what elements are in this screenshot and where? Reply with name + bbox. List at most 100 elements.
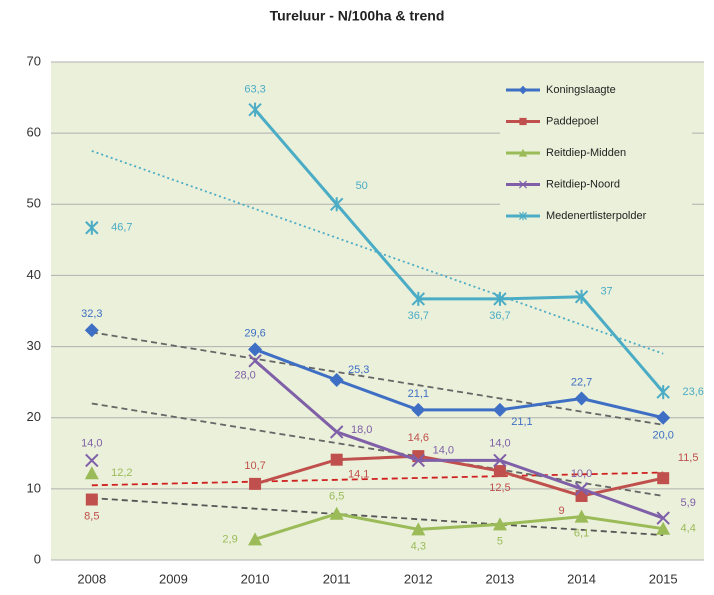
x-tick-label: 2010 <box>241 571 270 586</box>
data-label: 63,3 <box>244 84 265 96</box>
data-label: 4,3 <box>411 540 426 552</box>
y-tick-label: 40 <box>27 267 41 282</box>
series-line <box>253 108 665 394</box>
data-point <box>574 482 589 496</box>
legend-label: Koningslaagte <box>546 84 616 96</box>
data-label: 4,4 <box>681 523 696 535</box>
y-tick-label: 10 <box>27 480 41 495</box>
data-point <box>656 410 671 425</box>
data-point <box>493 291 507 306</box>
data-point <box>329 506 344 520</box>
data-point <box>656 511 670 525</box>
data-point <box>249 477 262 490</box>
legend-label: Medenertlisterpolder <box>546 210 647 222</box>
trend-line <box>91 150 664 355</box>
series-line <box>254 512 664 541</box>
y-tick-label: 50 <box>27 196 41 211</box>
data-point <box>411 402 426 417</box>
data-point <box>84 466 99 480</box>
series-line <box>254 348 664 420</box>
trend-line <box>91 402 664 497</box>
legend-label: Reitdiep-Noord <box>546 178 620 190</box>
data-point <box>248 102 262 117</box>
y-tick-label: 0 <box>34 551 41 566</box>
data-label: 32,3 <box>81 308 102 320</box>
x-tick-label: 2008 <box>77 571 106 586</box>
data-label: 6,5 <box>329 491 344 503</box>
data-point <box>329 197 344 212</box>
data-point <box>656 385 670 400</box>
legend-marker <box>518 148 528 157</box>
data-point <box>574 391 589 406</box>
data-point <box>492 517 507 531</box>
data-label: 28,0 <box>234 370 255 382</box>
trend-line <box>91 331 664 426</box>
data-label: 46,7 <box>111 222 132 234</box>
data-point <box>492 402 507 417</box>
data-label: 11,5 <box>678 452 699 464</box>
x-tick-label: 2013 <box>485 571 514 586</box>
data-label: 9 <box>559 505 565 517</box>
data-label: 50 <box>356 180 368 192</box>
x-tick-label: 2014 <box>567 571 596 586</box>
data-point <box>329 373 344 388</box>
data-point <box>248 532 263 546</box>
data-label: 22,7 <box>571 376 592 388</box>
data-label: 12,2 <box>111 467 132 479</box>
data-label: 10,7 <box>244 460 265 472</box>
data-label: 10,0 <box>571 468 592 480</box>
data-point <box>330 453 343 466</box>
y-tick-label: 20 <box>27 409 41 424</box>
data-point <box>248 354 262 368</box>
data-label: 2,9 <box>222 533 237 545</box>
data-label: 14,0 <box>81 437 102 449</box>
legend-label: Reitdiep-Midden <box>546 147 626 159</box>
data-label: 5,9 <box>681 497 696 509</box>
data-label: 14,0 <box>489 437 510 449</box>
x-tick-label: 2015 <box>649 571 678 586</box>
data-label: 14,1 <box>348 469 369 481</box>
data-point <box>411 453 426 468</box>
chart-title: Tureluur - N/100ha & trend <box>270 8 445 24</box>
data-point <box>248 342 263 357</box>
data-label: 25,3 <box>348 364 369 376</box>
data-point <box>493 453 507 468</box>
data-point <box>574 509 589 523</box>
series-line <box>254 359 664 520</box>
data-label: 18,0 <box>351 424 372 436</box>
data-label: 37 <box>600 286 612 298</box>
data-label: 36,7 <box>489 310 510 322</box>
data-point <box>656 521 671 535</box>
data-label: 29,6 <box>244 327 265 339</box>
y-tick-label: 70 <box>27 53 41 68</box>
data-point <box>85 453 99 468</box>
trend-line <box>91 497 664 536</box>
data-point <box>84 323 99 338</box>
data-point <box>329 425 344 439</box>
legend-marker <box>518 211 528 221</box>
x-tick-label: 2012 <box>404 571 433 586</box>
legend-marker <box>519 117 527 126</box>
data-point <box>411 291 426 306</box>
y-tick-label: 30 <box>27 338 41 353</box>
data-label: 6,1 <box>574 528 589 540</box>
data-label: 8,5 <box>84 510 99 522</box>
data-label: 14,0 <box>433 444 454 456</box>
data-label: 14,6 <box>408 432 429 444</box>
data-point <box>574 289 589 304</box>
y-tick-label: 60 <box>27 125 41 140</box>
data-label: 23,6 <box>682 386 703 398</box>
legend-label: Paddepoel <box>546 115 599 127</box>
data-point <box>411 522 426 536</box>
data-label: 21,1 <box>511 416 532 428</box>
x-tick-label: 2009 <box>159 571 188 586</box>
data-label: 21,1 <box>408 388 429 400</box>
data-point <box>85 493 98 506</box>
data-label: 12,5 <box>489 482 510 494</box>
legend-marker <box>518 180 528 189</box>
trend-line <box>91 471 664 487</box>
data-point <box>657 472 670 485</box>
data-label: 20,0 <box>652 430 673 442</box>
data-label: 36,7 <box>408 310 429 322</box>
